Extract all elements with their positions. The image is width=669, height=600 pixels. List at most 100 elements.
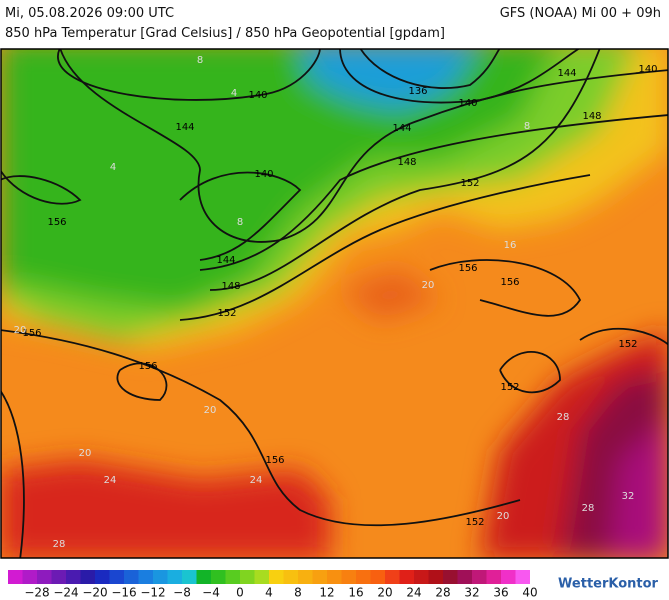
colorbar-label: −12 [140, 586, 165, 600]
geopotential-label: 148 [582, 111, 601, 122]
geopotential-label: 156 [500, 277, 519, 288]
temperature-label: 20 [497, 511, 510, 522]
colorbar-swatch [327, 570, 342, 584]
geopotential-contours [1, 49, 668, 558]
colorbar-swatch [182, 570, 197, 584]
geopotential-label: 140 [458, 98, 477, 109]
geopotential-label: 144 [557, 68, 576, 79]
colorbar-swatch [472, 570, 487, 584]
geopotential-label: 144 [216, 255, 235, 266]
colorbar-label: −4 [202, 586, 220, 600]
colorbar-label: −16 [111, 586, 136, 600]
temperature-label: 24 [250, 475, 263, 486]
colorbar-swatch [414, 570, 429, 584]
colorbar-label: 0 [236, 586, 244, 600]
date: Mi, 05.08.2026 09:00 UTC [5, 6, 175, 21]
map-frame [0, 48, 669, 559]
colorbar-swatch [22, 570, 37, 584]
geopotential-label: 156 [458, 263, 477, 274]
colorbar-label: 16 [348, 586, 363, 600]
colorbar-label: 36 [493, 586, 508, 600]
colorbar-label: 20 [377, 586, 392, 600]
colorbar-swatch [399, 570, 414, 584]
temperature-label: 28 [582, 503, 595, 514]
colorbar-label: 24 [406, 586, 421, 600]
model-run: GFS (NOAA) Mi 00 + 09h [499, 6, 661, 21]
geopotential-label: 156 [265, 455, 284, 466]
colorbar-label: 28 [435, 586, 450, 600]
geopotential-label: 156 [22, 328, 41, 339]
geopotential-label: 152 [465, 517, 484, 528]
colorbar-swatch [341, 570, 356, 584]
colorbar-swatch [153, 570, 168, 584]
colorbar-swatch [196, 570, 211, 584]
geopotential-label: 148 [397, 157, 416, 168]
colorbar-swatch [312, 570, 327, 584]
geopotential-label: 156 [47, 217, 66, 228]
geopotential-label: 140 [248, 90, 267, 101]
colorbar-swatch [254, 570, 269, 584]
colorbar-swatch [37, 570, 52, 584]
geopotential-label: 152 [217, 308, 236, 319]
temperature-label: 4 [110, 162, 116, 173]
colorbar-label: −28 [24, 586, 49, 600]
colorbar-swatch [428, 570, 443, 584]
temperature-label: 20 [14, 325, 27, 336]
temperature-label: 16 [504, 240, 517, 251]
temperature-field [1, 49, 668, 558]
geopotential-label: 152 [460, 178, 479, 189]
colorbar-swatch [211, 570, 226, 584]
colorbar-label: 4 [265, 586, 273, 600]
geopotential-label: 144 [392, 123, 411, 134]
geopotential-label: 156 [138, 361, 157, 372]
temperature-label: 24 [104, 475, 117, 486]
geopotential-label: 148 [221, 281, 240, 292]
temperature-label: 20 [204, 405, 217, 416]
colorbar-swatch [167, 570, 182, 584]
colorbar-swatch [283, 570, 298, 584]
colorbar-swatch [269, 570, 284, 584]
colorbar-swatch [443, 570, 458, 584]
geopotential-label: 152 [618, 339, 637, 350]
colorbar-swatch [66, 570, 81, 584]
logo: WetterKontor [558, 577, 659, 592]
colorbar-swatch [298, 570, 313, 584]
geopotential-label: 136 [408, 86, 427, 97]
geopotential-label: 140 [638, 64, 657, 75]
colorbar-label: 8 [294, 586, 302, 600]
colorbar-swatch [385, 570, 400, 584]
colorbar-swatch [124, 570, 139, 584]
colorbar-swatch [8, 570, 23, 584]
colorbar-swatch [486, 570, 501, 584]
temperature-label: 28 [53, 539, 66, 550]
colorbar-swatch [51, 570, 66, 584]
temperature-label: 8 [237, 217, 243, 228]
colorbar-label: −20 [82, 586, 107, 600]
colorbar-swatch [457, 570, 472, 584]
colorbar-swatch [80, 570, 95, 584]
temperature-label: 20 [79, 448, 92, 459]
geopotential-label: 144 [175, 122, 194, 133]
colorbar-swatch [370, 570, 385, 584]
colorbar-label: −24 [53, 586, 78, 600]
colorbar-label: 40 [522, 586, 537, 600]
subtitle: 850 hPa Temperatur [Grad Celsius] / 850 … [5, 26, 446, 41]
colorbar-swatch [501, 570, 516, 584]
colorbar-swatch [138, 570, 153, 584]
colorbar-label: 32 [464, 586, 479, 600]
temperature-label: 28 [557, 412, 570, 423]
colorbar-swatch [356, 570, 371, 584]
colorbar-swatch [95, 570, 110, 584]
colorbar-label: 12 [319, 586, 334, 600]
colorbar-label: −8 [173, 586, 191, 600]
colorbar-swatch [240, 570, 255, 584]
geopotential-label: 152 [500, 382, 519, 393]
colorbar-swatch [225, 570, 240, 584]
temperature-label: 8 [524, 121, 530, 132]
temperature-label: 32 [622, 491, 635, 502]
temperature-label: 8 [197, 55, 203, 66]
colorbar-swatch [515, 570, 530, 584]
temperature-label: 4 [231, 88, 237, 99]
